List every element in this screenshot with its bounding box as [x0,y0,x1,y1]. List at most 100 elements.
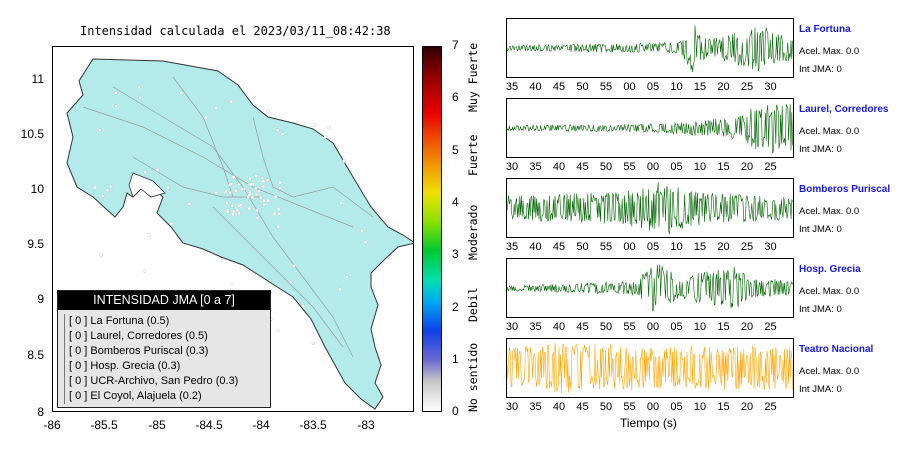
station-accel: Acel. Max. 0.0 [799,46,860,57]
waveform-panel[interactable] [506,178,794,238]
station-dot [339,201,343,206]
station-dot [237,182,241,187]
intensity-legend: INTENSIDAD JMA [0 a 7] [ 0 ] La Fortuna … [57,290,271,408]
waveform-trace [507,103,793,154]
station-accel: Acel. Max. 0.0 [799,366,860,377]
time-axis-label: Tiempo (s) [620,416,677,430]
panel-time-tick: 10 [693,161,707,173]
colorbar-tick: 6 [452,90,459,105]
panel-time-tick: 00 [646,401,660,413]
panel-time-tick: 05 [646,81,660,93]
station-name: Bomberos Puriscal [799,184,891,195]
colorbar-tick: 1 [452,351,459,366]
waveform-panel[interactable] [506,98,794,158]
station-dot [278,186,283,190]
panel-time-tick: 25 [740,241,754,253]
colorbar-label: Muy Fuerte [466,42,480,112]
station-dot [229,99,234,104]
station-dot [277,212,282,216]
station-dot [239,203,243,207]
station-dot [254,174,259,178]
station-dot [204,115,208,120]
colorbar-label: No sentido [466,342,480,412]
panel-time-tick: 00 [623,81,636,93]
panel-time-tick: 45 [552,81,566,93]
panel-time-tick: 30 [505,401,519,413]
legend-item: [ 0 ] Bomberos Puriscal (0.3) [69,344,270,359]
station-dot [345,275,349,279]
map-y-tick: 8.5 [27,348,44,362]
station-dot [311,341,316,345]
panel-time-tick: 30 [505,321,519,333]
panel-time-tick: 30 [764,81,777,93]
panel-time-tick: 05 [670,401,683,413]
panel-time-tick: 35 [529,401,542,413]
legend-item-level: [ 0 ] [69,345,88,357]
panel-time-tick: 30 [764,241,777,253]
waveform-line [507,264,793,312]
waveform-panel[interactable] [506,338,794,398]
station-dot [230,204,234,208]
legend-item-name: UCR-Archivo, San Pedro (0.3) [90,375,239,387]
station-dot [225,201,229,205]
panel-time-tick: 20 [740,161,754,173]
station-accel: Acel. Max. 0.0 [799,206,860,217]
station-dot [254,192,259,197]
station-dot [301,304,305,308]
map-x-tick: -85 [148,418,166,432]
panel-time-tick: 40 [552,401,566,413]
waveform-trace [507,264,793,312]
station-dot [280,132,285,136]
legend-item: [ 0 ] Laurel, Corredores (0.5) [69,329,270,344]
panel-time-tick: 45 [576,161,589,173]
panel-time-tick: 55 [623,161,636,173]
waveform-panel[interactable] [506,18,794,78]
panel-time-tick: 45 [576,321,589,333]
station-dot [187,202,192,206]
waveform-panel[interactable] [506,258,794,318]
map-x-tick: -83 [357,418,375,432]
station-intensity: Int JMA: 0 [799,64,842,75]
station-intensity: Int JMA: 0 [799,304,842,315]
station-name: La Fortuna [799,24,851,35]
station-dot [229,182,233,186]
panel-time-tick: 15 [717,401,730,413]
panel-time-tick: 50 [599,161,613,173]
panel-time-tick: 35 [505,81,519,93]
panel-time-tick: 40 [529,81,542,93]
station-dot [224,189,228,194]
panel-time-tick: 20 [740,321,754,333]
panel-time-tick: 20 [717,241,730,253]
station-dot [247,206,252,211]
panel-time-tick: 20 [740,401,754,413]
panel-time-tick: 45 [552,241,566,253]
map-x-tick: -83.5 [299,418,327,432]
legend-item-level: [ 0 ] [69,360,88,372]
colorbar-tick: 0 [452,404,459,419]
panel-time-tick: 05 [646,241,660,253]
panel-time-tick: 10 [693,401,707,413]
station-dot [169,221,174,226]
station-dot [179,91,183,95]
waveform-line [507,103,793,154]
station-dot [231,212,235,217]
station-dot [312,123,317,128]
station-dot [109,184,113,189]
panel-time-tick: 35 [505,241,519,253]
legend-item-name: Hosp. Grecia (0.3) [90,360,181,372]
panel-time-tick: 45 [576,401,589,413]
station-dot [275,128,280,132]
map-x-tick: -85.5 [90,418,118,432]
map-x-tick: -86 [43,418,61,432]
station-dot [114,91,118,95]
panel-time-tick: 40 [529,241,542,253]
panel-time-tick: 15 [693,241,707,253]
station-dot [114,104,118,108]
station-dot [147,233,151,237]
station-dot [255,208,259,213]
road-network [82,76,374,358]
waveform-line [507,342,793,394]
panel-time-tick: 00 [646,161,660,173]
panel-time-tick: 55 [623,321,636,333]
station-dot [276,207,281,212]
